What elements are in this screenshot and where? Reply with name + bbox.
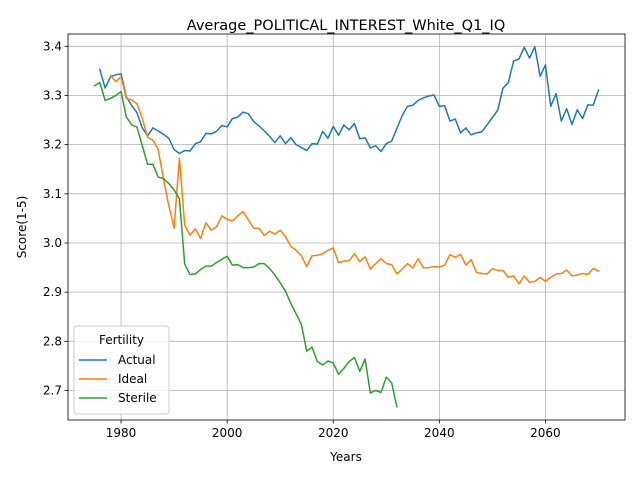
legend: Fertility Actual Ideal Sterile (73, 325, 170, 415)
x-tick-label: 2040 (424, 426, 455, 440)
y-tick-label: 3.3 (43, 88, 62, 102)
y-tick-label: 2.9 (43, 285, 62, 299)
series-line-ideal (109, 74, 600, 285)
series-lines (93, 46, 600, 408)
grid-lines (68, 34, 625, 420)
x-axis-label: Years (329, 450, 362, 464)
y-axis-label: Score(1-5) (15, 196, 29, 259)
x-tick-label: 2000 (212, 426, 243, 440)
legend-box (73, 325, 170, 415)
legend-title: Fertility (99, 333, 144, 347)
y-tick-label: 3.4 (43, 39, 62, 53)
plot-frame (67, 33, 626, 421)
y-tick-label: 3.1 (43, 187, 62, 201)
x-tick-label: 1980 (106, 426, 137, 440)
axis-ticks: 1980 2000 2020 2040 2060 2.7 2.8 2.9 3.0 3.1 3.2 3.… (43, 39, 561, 440)
chart-title: Average_POLITICAL_INTEREST_White_Q1_IQ (187, 18, 506, 34)
legend-label: Sterile (118, 391, 157, 405)
y-tick-label: 2.7 (43, 383, 62, 397)
legend-label: Ideal (118, 372, 147, 386)
y-tick-label: 2.8 (43, 334, 62, 348)
y-tick-label: 3.0 (43, 236, 62, 250)
x-tick-label: 2060 (530, 426, 561, 440)
legend-label: Actual (118, 353, 156, 367)
y-tick-label: 3.2 (43, 138, 62, 152)
x-tick-label: 2020 (318, 426, 349, 440)
series-line-actual (98, 46, 600, 155)
series-line-sterile (93, 81, 398, 408)
